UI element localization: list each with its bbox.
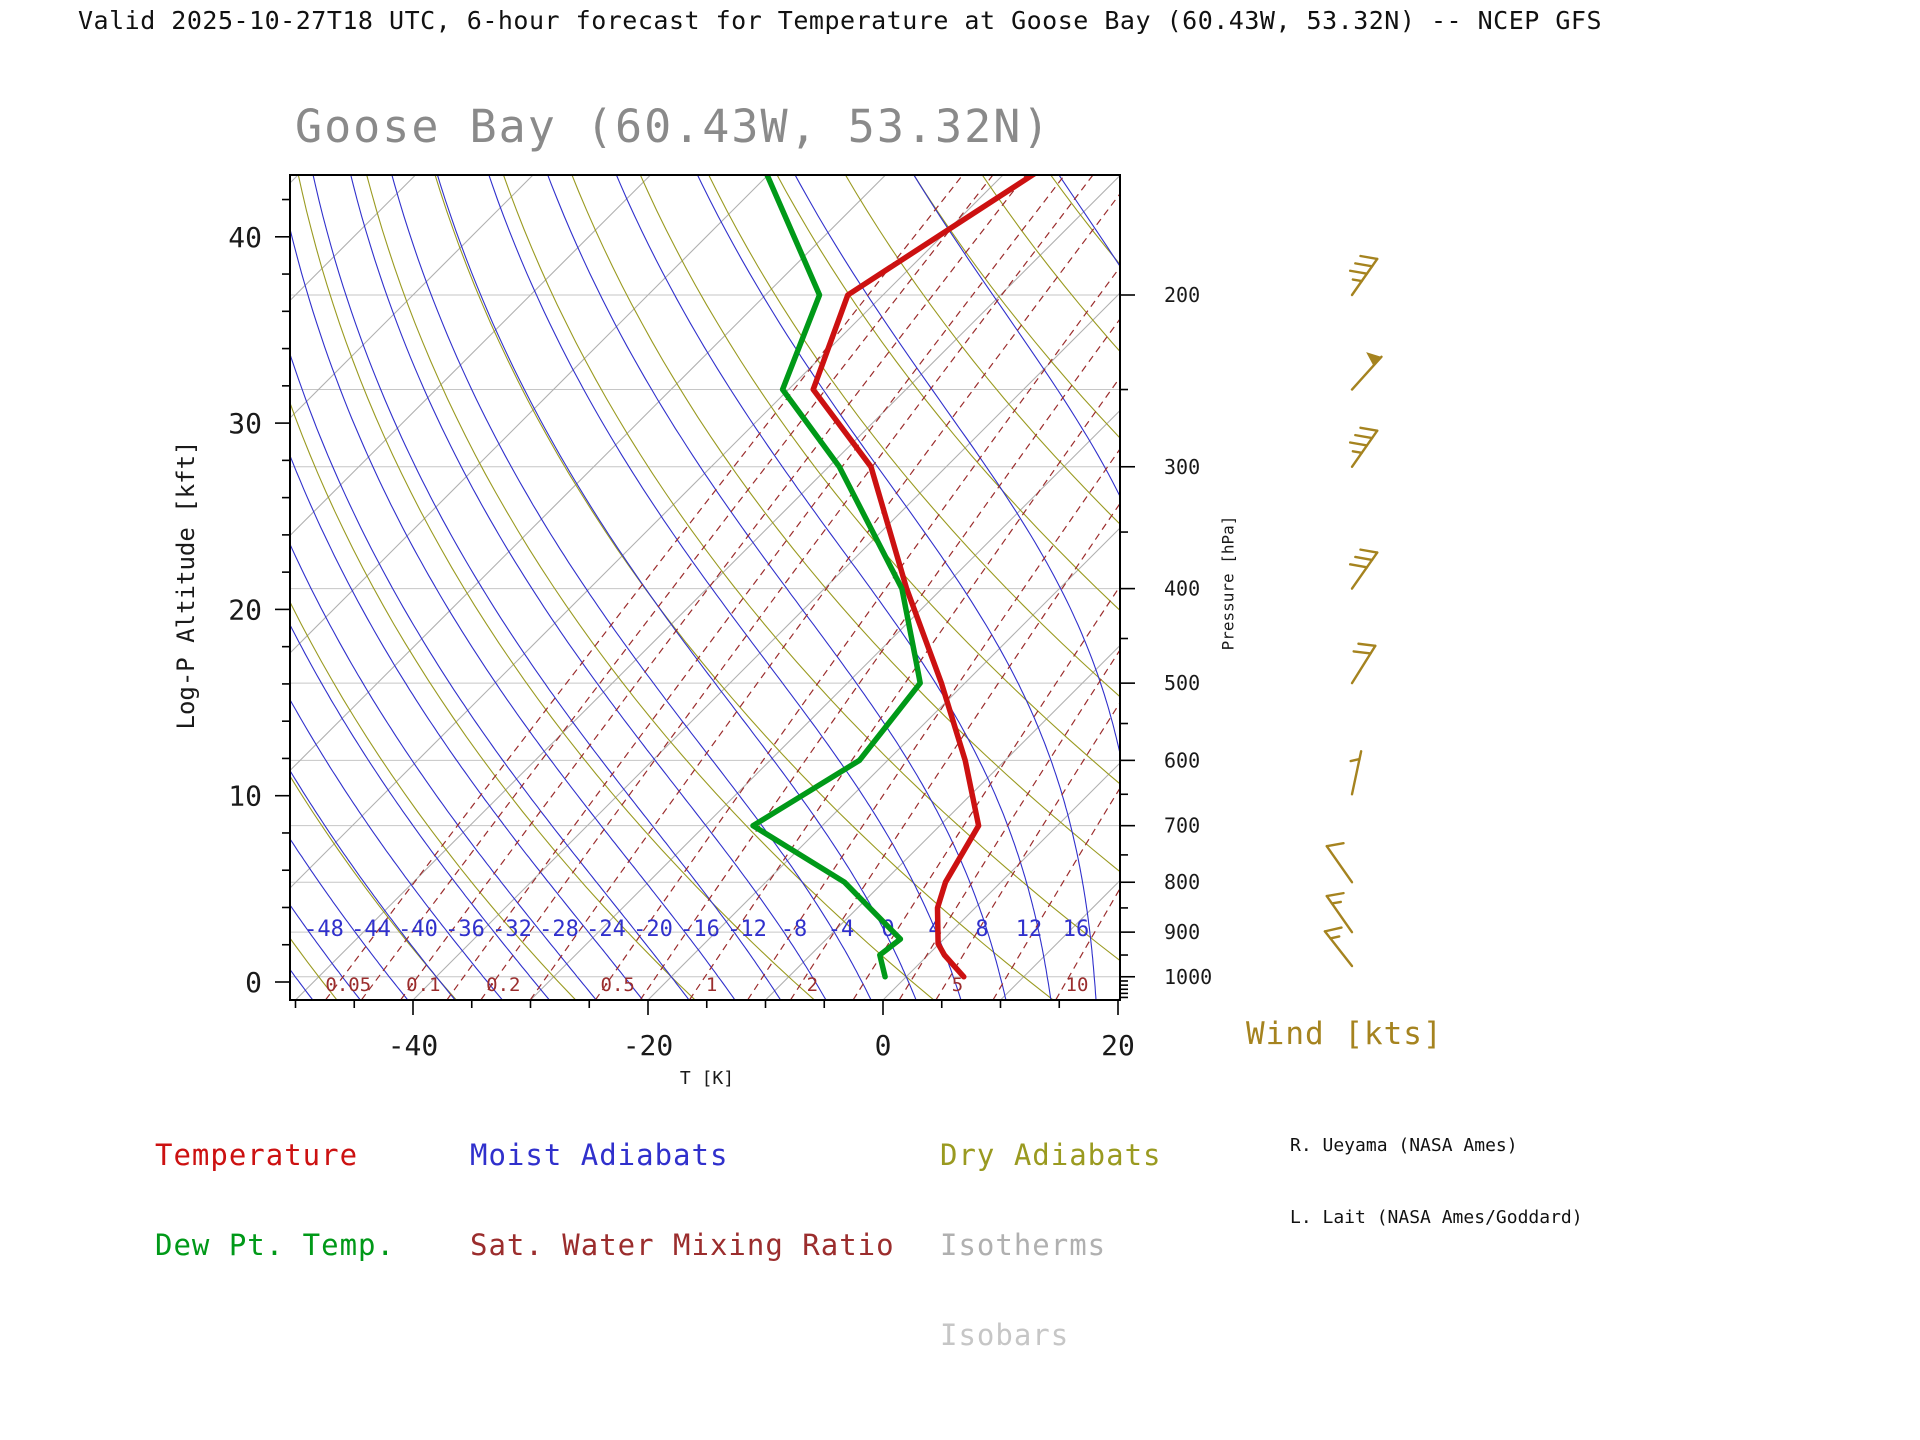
credits: R. Ueyama (NASA Ames) L. Lait (NASA Ames… — [1290, 1086, 1583, 1254]
svg-text:400: 400 — [1164, 577, 1200, 601]
svg-text:-36: -36 — [445, 917, 485, 942]
svg-text:30: 30 — [228, 407, 262, 440]
svg-text:1000: 1000 — [1164, 965, 1212, 989]
svg-text:500: 500 — [1164, 671, 1200, 695]
legend-temperature: Temperature — [155, 1138, 359, 1172]
svg-text:200: 200 — [1164, 283, 1200, 307]
svg-text:-40: -40 — [398, 917, 438, 942]
legend-dew-point: Dew Pt. Temp. — [155, 1228, 395, 1262]
svg-text:700: 700 — [1164, 814, 1200, 838]
legend-moist-adiabats: Moist Adiabats — [470, 1138, 729, 1172]
svg-text:-44: -44 — [351, 917, 391, 942]
legend-background: Dry Adiabats Isotherms Isobars — [940, 1080, 1162, 1380]
legend-mixing-ratio: Sat. Water Mixing Ratio — [470, 1228, 895, 1262]
plot-area: 0.05 0.1 0.2 0.5 1 2 5 10-48 -44 -40 -36 -32 -28 -24-… — [290, 175, 1120, 1000]
left-axis-label: Log-P Altitude [kft] — [172, 440, 200, 730]
svg-text:0.5: 0.5 — [601, 974, 635, 996]
svg-text:12: 12 — [1016, 917, 1043, 942]
wind-barbs — [1323, 254, 1383, 968]
mixing-ratio-labels: 0.05 0.1 0.2 0.5 1 2 5 10 — [325, 974, 1088, 996]
legend-dry-adiabats: Dry Adiabats — [940, 1138, 1162, 1172]
svg-text:800: 800 — [1164, 870, 1200, 894]
svg-text:-24: -24 — [586, 917, 626, 942]
wind-units-label: Wind [kts] — [1246, 1016, 1443, 1052]
pressure-axis-label: Pressure [hPa] — [1218, 515, 1238, 651]
svg-text:20: 20 — [1101, 1029, 1135, 1062]
svg-text:900: 900 — [1164, 920, 1200, 944]
svg-text:0: 0 — [875, 1029, 892, 1062]
axis-ticks — [275, 198, 1135, 1015]
isotherm-lines — [290, 175, 1120, 1000]
legend-profiles: Temperature Dew Pt. Temp. — [155, 1080, 395, 1290]
svg-text:40: 40 — [228, 221, 262, 254]
temperature-profile-line — [810, 175, 1038, 980]
legend-isobars: Isobars — [940, 1318, 1070, 1352]
svg-text:-28: -28 — [539, 917, 579, 942]
legend-moist: Moist Adiabats Sat. Water Mixing Ratio — [470, 1080, 895, 1290]
dewpoint-profile-line — [750, 175, 923, 980]
isobar-lines — [290, 294, 1120, 978]
svg-text:0.2: 0.2 — [486, 974, 520, 996]
svg-text:5: 5 — [952, 974, 963, 996]
kft-tick-labels: 0 10 20 30 40 — [228, 221, 262, 999]
moist-adiabat-lines — [290, 175, 1120, 1000]
svg-text:-8: -8 — [781, 917, 808, 942]
svg-text:0: 0 — [245, 966, 262, 999]
page-title: Valid 2025-10-27T18 UTC, 6-hour forecast… — [78, 6, 1603, 35]
credit-line-2: L. Lait (NASA Ames/Goddard) — [1290, 1207, 1583, 1228]
pressure-tick-labels: 200 300 400 500 600 700 800 900 1000 — [1164, 283, 1212, 989]
svg-text:10: 10 — [1066, 974, 1089, 996]
svg-text:0.05: 0.05 — [325, 974, 371, 996]
temp-tick-labels: -40 -20 0 20 — [388, 1029, 1135, 1062]
temperature-axis-label: T [K] — [679, 1068, 735, 1089]
svg-text:-4: -4 — [828, 917, 855, 942]
svg-text:-12: -12 — [727, 917, 767, 942]
svg-text:600: 600 — [1164, 748, 1200, 772]
svg-text:16: 16 — [1063, 917, 1090, 942]
mixing-ratio-lines — [325, 175, 1120, 1000]
svg-text:8: 8 — [975, 917, 988, 942]
svg-text:1: 1 — [706, 974, 717, 996]
credit-line-1: R. Ueyama (NASA Ames) — [1290, 1135, 1518, 1156]
svg-text:-40: -40 — [388, 1029, 439, 1062]
svg-text:-20: -20 — [623, 1029, 674, 1062]
plot-title: Goose Bay (60.43W, 53.32N) — [295, 100, 1052, 153]
moist-adiabat-labels: -48 -44 -40 -36 -32 -28 -24 -20 -16 -12 -8 -4 0 4 8 12 1… — [304, 917, 1089, 942]
svg-text:2: 2 — [807, 974, 818, 996]
plot-frame — [289, 174, 1121, 1001]
svg-text:20: 20 — [228, 593, 262, 626]
svg-text:300: 300 — [1164, 455, 1200, 479]
svg-text:-16: -16 — [680, 917, 720, 942]
svg-text:0.1: 0.1 — [406, 974, 440, 996]
svg-text:-20: -20 — [633, 917, 673, 942]
svg-text:-32: -32 — [492, 917, 532, 942]
svg-text:-48: -48 — [304, 917, 344, 942]
legend-isotherms: Isotherms — [940, 1228, 1107, 1262]
svg-text:10: 10 — [228, 780, 262, 813]
dry-adiabat-lines — [290, 175, 1120, 1000]
